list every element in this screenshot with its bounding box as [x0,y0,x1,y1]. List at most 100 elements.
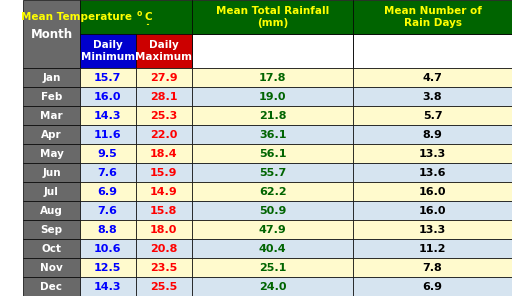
Bar [353,163,512,182]
Bar [79,0,192,34]
Text: 15.8: 15.8 [150,205,178,215]
Text: 16.0: 16.0 [419,205,446,215]
Bar [24,0,79,68]
Text: 14.3: 14.3 [94,111,121,120]
Text: 8.8: 8.8 [98,225,118,234]
Text: 12.5: 12.5 [94,263,121,273]
Text: 25.5: 25.5 [150,281,178,292]
Bar [79,220,136,239]
Text: Nov: Nov [40,263,63,273]
Bar [24,220,79,239]
Text: 56.1: 56.1 [259,149,286,159]
Bar [79,34,136,68]
Bar [24,277,79,296]
Text: Feb: Feb [41,91,62,102]
Bar [136,201,192,220]
Text: Daily
Maximum: Daily Maximum [135,40,193,62]
Text: 7.8: 7.8 [423,263,442,273]
Bar [136,182,192,201]
Text: 25.3: 25.3 [150,111,178,120]
Text: 24.0: 24.0 [259,281,286,292]
Bar [192,258,353,277]
Bar [353,201,512,220]
Bar [136,239,192,258]
Bar [136,258,192,277]
Text: 9.5: 9.5 [98,149,118,159]
Bar [136,163,192,182]
Text: 18.4: 18.4 [150,149,178,159]
Bar [24,239,79,258]
Bar [24,106,79,125]
Bar [24,201,79,220]
Text: Dec: Dec [40,281,62,292]
Bar [79,106,136,125]
Text: 25.1: 25.1 [259,263,286,273]
Bar [136,68,192,87]
Text: C: C [144,12,152,22]
Bar [353,34,512,68]
Bar [79,163,136,182]
Bar [24,144,79,163]
Text: Aug: Aug [40,205,63,215]
Text: o: o [136,9,142,18]
Text: Jul: Jul [44,186,59,197]
Text: 19.0: 19.0 [259,91,286,102]
Text: 15.9: 15.9 [150,168,178,178]
Text: 13.3: 13.3 [419,225,446,234]
Bar [136,144,192,163]
Text: Mean Total Rainfall
(mm): Mean Total Rainfall (mm) [216,6,329,28]
Text: 17.8: 17.8 [259,73,286,83]
Text: 50.9: 50.9 [259,205,286,215]
Text: Month: Month [30,28,73,41]
Bar [24,182,79,201]
Bar [353,0,512,34]
Bar [136,34,192,68]
Bar [353,87,512,106]
Bar [79,68,136,87]
Bar [79,182,136,201]
Text: Mean Temperature: Mean Temperature [21,12,136,22]
Bar [353,239,512,258]
Bar [24,87,79,106]
Text: 6.9: 6.9 [422,281,442,292]
Text: Sep: Sep [40,225,62,234]
Bar [192,144,353,163]
Bar [192,163,353,182]
Text: 8.9: 8.9 [423,130,442,139]
Text: 14.9: 14.9 [150,186,178,197]
Text: Jan: Jan [42,73,60,83]
Text: Jun: Jun [42,168,61,178]
Bar [353,125,512,144]
Text: 5.7: 5.7 [423,111,442,120]
Bar [192,106,353,125]
Text: 14.3: 14.3 [94,281,121,292]
Text: 7.6: 7.6 [98,168,118,178]
Text: 3.8: 3.8 [423,91,442,102]
Text: 13.6: 13.6 [419,168,446,178]
Bar [79,239,136,258]
Bar [353,144,512,163]
Bar [192,220,353,239]
Text: 55.7: 55.7 [259,168,286,178]
Bar [353,182,512,201]
Bar [24,125,79,144]
Text: 16.0: 16.0 [419,186,446,197]
Bar [353,106,512,125]
Text: 7.6: 7.6 [98,205,118,215]
Bar [79,125,136,144]
Bar [192,125,353,144]
Text: Daily
Minimum: Daily Minimum [80,40,135,62]
Bar [79,87,136,106]
Text: 22.0: 22.0 [150,130,178,139]
Bar [353,220,512,239]
Bar [136,106,192,125]
Bar [192,239,353,258]
Bar [136,220,192,239]
Bar [136,277,192,296]
Bar [353,277,512,296]
Text: 18.0: 18.0 [150,225,178,234]
Text: 11.2: 11.2 [419,244,446,253]
Text: Mean Number of
Rain Days: Mean Number of Rain Days [383,6,481,28]
Text: 62.2: 62.2 [259,186,286,197]
Text: 28.1: 28.1 [150,91,178,102]
